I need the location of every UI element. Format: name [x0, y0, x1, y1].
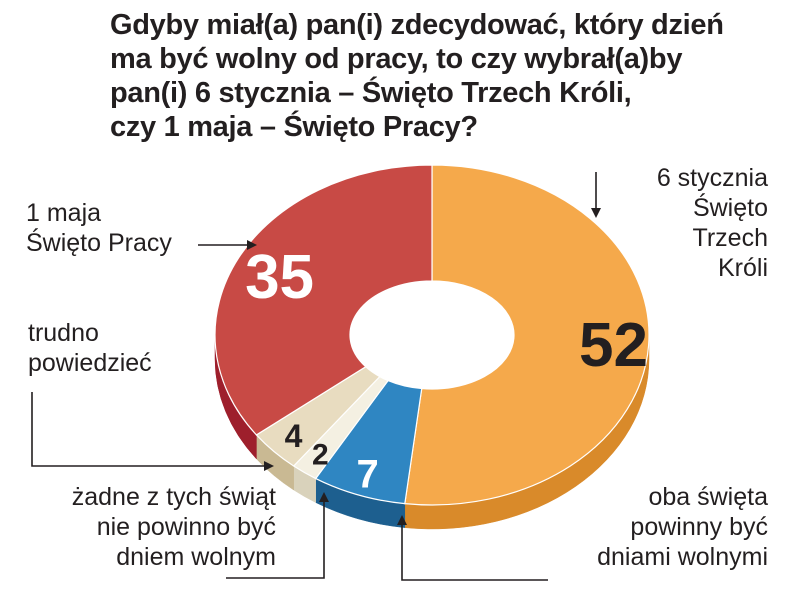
label-6-stycznia: 6 stycznia Święto Trzech Króli [570, 163, 768, 283]
label-oba-swieta: oba święta powinny być dniami wolnymi [540, 482, 768, 572]
title-line-3: pan(i) 6 stycznia – Święto Trzech Króli, [110, 77, 632, 109]
label-oba-line-3: dniami wolnymi [597, 543, 768, 571]
value-label-35: 35 [245, 243, 314, 312]
leader-zadne [226, 492, 329, 579]
value-labels: 52 724 35 [245, 243, 648, 496]
leader-trudno [31, 392, 274, 471]
label-6-stycznia-line-4: Króli [717, 254, 768, 282]
value-label-2: 2 [312, 439, 329, 472]
donut-tops [214, 164, 650, 506]
leader-lines [31, 172, 601, 581]
label-oba-line-1: oba święta [648, 483, 768, 511]
label-zadne-swieto: żadne z tych świąt nie powinno być dniem… [10, 482, 276, 572]
title-line-1: Gdyby miał(a) pan(i) zdecydować, który d… [110, 9, 724, 41]
label-trudno-line-1: trudno [28, 319, 99, 347]
label-6-stycznia-line-2: Święto [692, 194, 768, 222]
donut-hole [350, 281, 514, 389]
label-zadne-line-3: dniem wolnym [116, 543, 276, 571]
title-line-2: ma być wolny od pracy, to czy wybrał(a)b… [110, 43, 683, 75]
value-label-7: 7 [357, 453, 379, 497]
donut-hole-face [350, 281, 514, 389]
chart-title: Gdyby miał(a) pan(i) zdecydować, który d… [110, 8, 770, 144]
label-1-maja: 1 maja Święto Pracy [26, 198, 172, 258]
value-label-4: 4 [285, 418, 303, 454]
title-line-4: czy 1 maja – Święto Pracy? [110, 111, 478, 143]
label-6-stycznia-line-1: 6 stycznia [656, 164, 768, 192]
label-1-maja-line-2: Święto Pracy [26, 229, 172, 257]
label-1-maja-line-1: 1 maja [26, 199, 102, 227]
leader-oba [397, 515, 548, 581]
label-trudno-line-2: powiedzieć [28, 349, 152, 377]
label-trudno-powiedziec: trudno powiedzieć [28, 318, 152, 378]
label-zadne-line-2: nie powinno być [96, 513, 276, 541]
value-label-52: 52 [579, 311, 648, 380]
label-6-stycznia-line-3: Trzech [692, 224, 768, 252]
label-oba-line-2: powinny być [630, 513, 768, 541]
label-zadne-line-1: żadne z tych świąt [71, 483, 276, 511]
